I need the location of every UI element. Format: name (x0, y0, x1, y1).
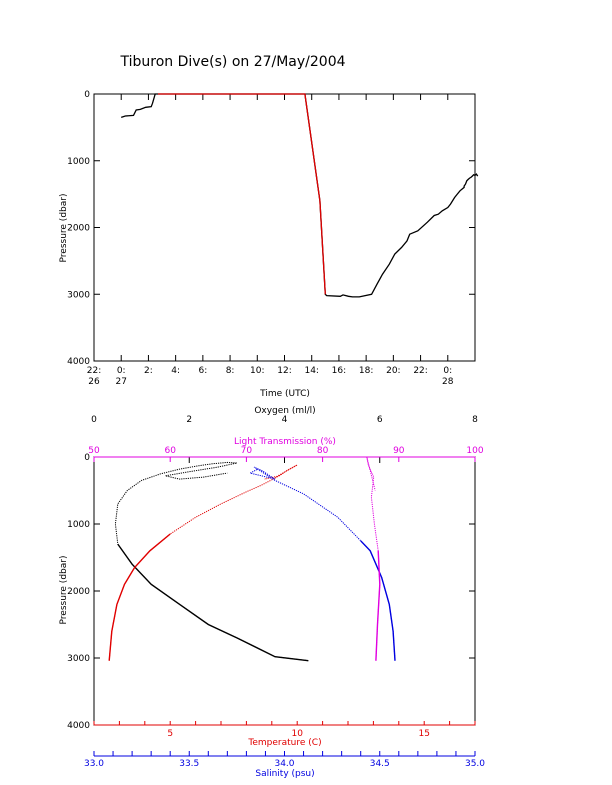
x-tick-label: 4: (171, 366, 180, 376)
dive-depth-series-0 (120, 93, 479, 298)
oxygen-tick-label: 8 (472, 415, 478, 425)
x-tick-label: 10: (250, 366, 264, 376)
x-tick-label: 0: (443, 366, 452, 376)
salinity-tick-label: 33.5 (179, 759, 199, 769)
x-tick-label: 16: (332, 366, 346, 376)
salinity-axis-label: Salinity (psu) (255, 769, 314, 779)
temperature-tick-label: 10 (291, 729, 303, 739)
temperature-profile-deep (108, 533, 171, 661)
y-tick-label: 4000 (67, 357, 90, 367)
light-tick-label: 50 (88, 446, 100, 456)
bottom-y-axis-label: Pressure (dbar) (59, 556, 69, 625)
bottom-extra-axes: 0 2 4 6 8 50 60 70 80 90 100 5 10 15 33.0 33.5 34.0 34.5 3… (84, 415, 485, 769)
y-tick-label: 1000 (67, 520, 90, 530)
dive-depth-series-1 (158, 93, 326, 295)
oxygen-tick-label: 4 (282, 415, 288, 425)
bottom-plot-frame (93, 456, 476, 726)
x-tick-label: 14: (304, 366, 318, 376)
light-tick-label: 100 (466, 446, 483, 456)
salinity-profile-deep (360, 540, 396, 661)
x-tick-label: 22: (413, 366, 427, 376)
x-tick-label: 20: (386, 366, 400, 376)
x-tick-label: 18: (359, 366, 373, 376)
profile-chart: 0 1000 2000 3000 4000 0 2 4 6 8 50 60 70 80 90 100 5 10 1… (59, 406, 485, 779)
y-tick-label: 4000 (67, 721, 90, 731)
top-x-axis-label: Time (UTC) (259, 389, 310, 399)
light-profile-line (366, 456, 381, 661)
x-tick-label: 8: (226, 366, 235, 376)
top-y-axis-label: Pressure (dbar) (59, 194, 69, 263)
x-tick-label: 2: (144, 366, 153, 376)
bottom-series (108, 456, 396, 662)
temperature-axis-label: Temperature (C) (247, 738, 321, 748)
y-tick-label: 2000 (67, 587, 90, 597)
temperature-tick-label: 15 (418, 729, 429, 739)
light-profile-deep (375, 550, 381, 661)
x-tick-label: 6: (198, 366, 207, 376)
x-tick-label: 26 (88, 377, 100, 387)
salinity-tick-label: 33.0 (84, 759, 104, 769)
oxygen-profile-line (114, 461, 309, 662)
y-tick-label: 2000 (67, 224, 90, 234)
temperature-tick-label: 5 (167, 729, 173, 739)
light-tick-label: 70 (241, 446, 253, 456)
salinity-tick-label: 35.0 (465, 759, 485, 769)
x-tick-label: 28 (442, 377, 454, 387)
oxygen-tick-label: 0 (91, 415, 97, 425)
salinity-tick-label: 34.5 (370, 759, 390, 769)
x-tick-label: 0: (117, 366, 126, 376)
oxygen-profile-deep (117, 543, 309, 662)
y-tick-label: 1000 (67, 157, 90, 167)
bottom-y-ticks: 0 1000 2000 3000 4000 (67, 453, 475, 731)
x-tick-label: 27 (115, 377, 126, 387)
salinity-profile-line (248, 466, 396, 661)
light-tick-label: 60 (164, 446, 176, 456)
y-tick-label: 0 (84, 453, 90, 463)
y-tick-label: 3000 (67, 654, 90, 664)
oxygen-axis-label: Oxygen (ml/l) (254, 406, 315, 416)
light-tick-label: 90 (393, 446, 405, 456)
top-y-ticks: 0 1000 2000 3000 4000 (67, 90, 475, 367)
y-tick-label: 0 (84, 90, 90, 100)
light-axis-label: Light Transmission (%) (234, 437, 336, 447)
oxygen-tick-label: 6 (377, 415, 383, 425)
x-tick-label: 12: (277, 366, 291, 376)
top-x-ticks: 22:260:272: 4: 6: 8: 10: 12: 14: 16: 18: 20: 22: 0:… (87, 94, 454, 387)
light-tick-label: 80 (317, 446, 329, 456)
temperature-profile-line (108, 464, 298, 661)
oxygen-tick-label: 2 (186, 415, 192, 425)
y-tick-label: 3000 (67, 290, 90, 300)
salinity-tick-label: 34.0 (274, 759, 294, 769)
x-tick-label: 22: (87, 366, 101, 376)
top-plot-frame (93, 93, 476, 362)
page-title: Tiburon Dive(s) on 27/May/2004 (119, 54, 345, 70)
top-series (120, 93, 479, 298)
